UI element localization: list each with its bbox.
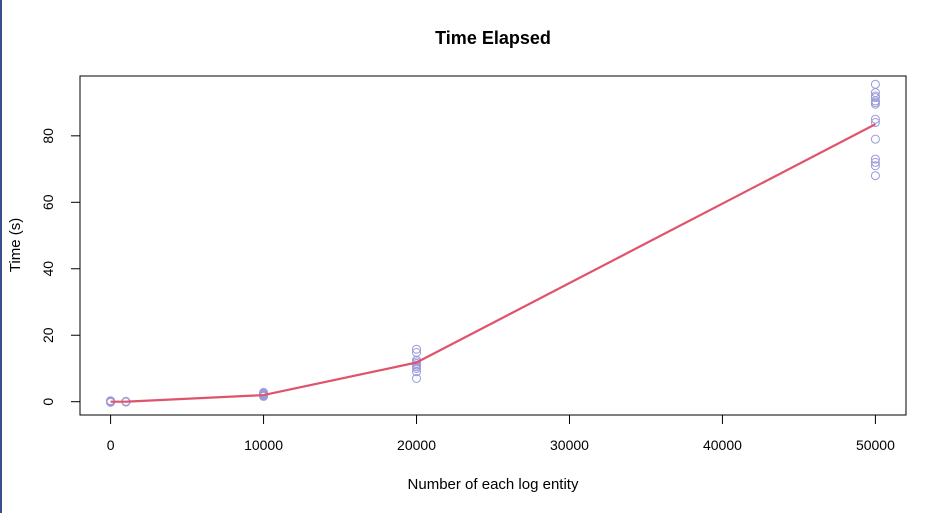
data-point [412, 363, 422, 373]
y-axis: 0 20 40 60 80 [40, 128, 81, 406]
y-tick-label: 80 [40, 128, 56, 144]
data-point [870, 114, 880, 124]
y-axis-label: Time (s) [7, 218, 24, 272]
data-point [870, 99, 880, 109]
plot-frame [79, 75, 907, 416]
data-point [870, 118, 880, 128]
data-point [870, 154, 880, 164]
data-point [412, 367, 422, 377]
left-edge-rule [0, 0, 2, 513]
y-tick-label: 20 [40, 327, 56, 343]
x-tick-label: 20000 [397, 437, 436, 453]
data-point [412, 373, 422, 383]
x-tick-label: 10000 [244, 437, 283, 453]
x-tick-label: 40000 [703, 437, 742, 453]
x-tick-label: 30000 [550, 437, 589, 453]
data-point [870, 171, 880, 181]
data-point [870, 157, 880, 167]
trend-line-path [110, 123, 876, 403]
y-tick-label: 60 [40, 194, 56, 210]
data-point [870, 79, 880, 89]
data-point [870, 93, 880, 103]
x-tick-label: 50000 [856, 437, 895, 453]
chart-title: Time Elapsed [435, 28, 551, 48]
y-tick-label: 0 [40, 398, 56, 406]
x-axis-label: Number of each log entity [408, 476, 579, 493]
x-tick-label: 0 [107, 437, 115, 453]
data-point [870, 161, 880, 171]
data-point [870, 134, 880, 144]
trend-line [110, 123, 876, 403]
data-point [412, 344, 422, 354]
x-axis: 0 10000 20000 30000 40000 50000 [107, 414, 895, 453]
y-tick-label: 40 [40, 261, 56, 277]
data-points [106, 79, 880, 407]
